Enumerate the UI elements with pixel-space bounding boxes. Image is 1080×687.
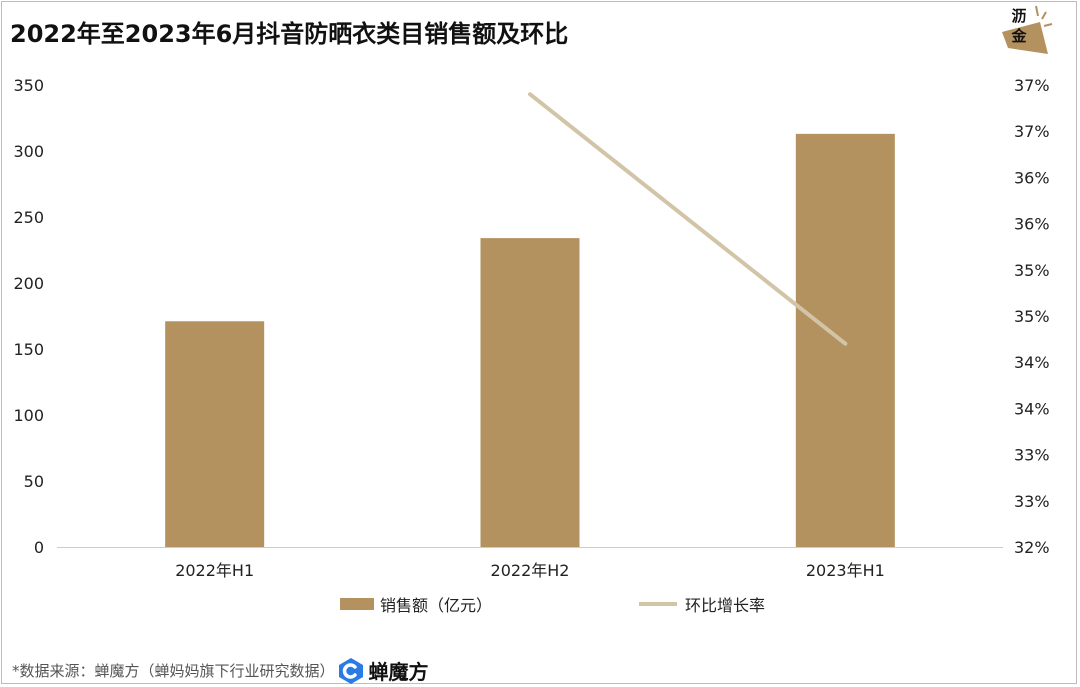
source-note: *数据来源：蝉魔方（蝉妈妈旗下行业研究数据） 蝉魔方 xyxy=(12,656,429,685)
legend-label-sales: 销售额（亿元） xyxy=(380,596,493,615)
chart-title: 2022年至2023年6月抖音防晒衣类目销售额及环比 xyxy=(10,20,569,48)
chanmofang-logo-icon xyxy=(338,657,363,684)
lijin-logo-icon xyxy=(1002,5,1053,54)
y-left-tick-label: 150 xyxy=(13,340,44,359)
y-right-tick-label: 36% xyxy=(1014,168,1050,187)
y-right-tick-label: 32% xyxy=(1014,538,1050,557)
x-tick-label: 2022年H2 xyxy=(491,561,570,580)
y-right-tick-label: 35% xyxy=(1014,261,1050,280)
y-right-tick-label: 33% xyxy=(1014,492,1050,511)
y-left-tick-label: 250 xyxy=(13,208,44,227)
y-right-tick-label: 34% xyxy=(1014,353,1050,372)
y-left-tick-label: 200 xyxy=(13,274,44,293)
bar-sales xyxy=(165,321,265,547)
y-left-tick-label: 300 xyxy=(13,142,44,161)
brand-name: 蝉魔方 xyxy=(368,660,429,684)
y-right-tick-label: 37% xyxy=(1014,76,1050,95)
y-right-tick-label: 33% xyxy=(1014,446,1050,465)
bar-sales xyxy=(480,238,580,547)
legend-item-sales: 销售额（亿元） xyxy=(340,592,492,616)
legend-label-growth: 环比增长率 xyxy=(685,596,766,615)
bar-sales xyxy=(795,133,895,547)
y-left-tick-label: 0 xyxy=(34,538,44,557)
legend-swatch-sales xyxy=(340,598,374,610)
legend-swatch-growth xyxy=(639,602,677,606)
y-left-tick-label: 100 xyxy=(13,406,44,425)
line-growth-rate xyxy=(528,92,848,346)
y-left-tick-label: 50 xyxy=(24,472,44,491)
y-left-tick-label: 350 xyxy=(13,76,44,95)
source-text: *数据来源：蝉魔方（蝉妈妈旗下行业研究数据） xyxy=(12,662,335,680)
logo-text: 沥金 xyxy=(1011,7,1027,45)
x-tick-label: 2022年H1 xyxy=(175,561,254,580)
y-right-tick-label: 35% xyxy=(1014,307,1050,326)
x-tick-label: 2023年H1 xyxy=(806,561,885,580)
y-right-tick-label: 34% xyxy=(1014,399,1050,418)
legend-item-growth: 环比增长率 xyxy=(639,592,765,616)
y-right-tick-label: 36% xyxy=(1014,215,1050,234)
y-right-tick-label: 37% xyxy=(1014,122,1050,141)
